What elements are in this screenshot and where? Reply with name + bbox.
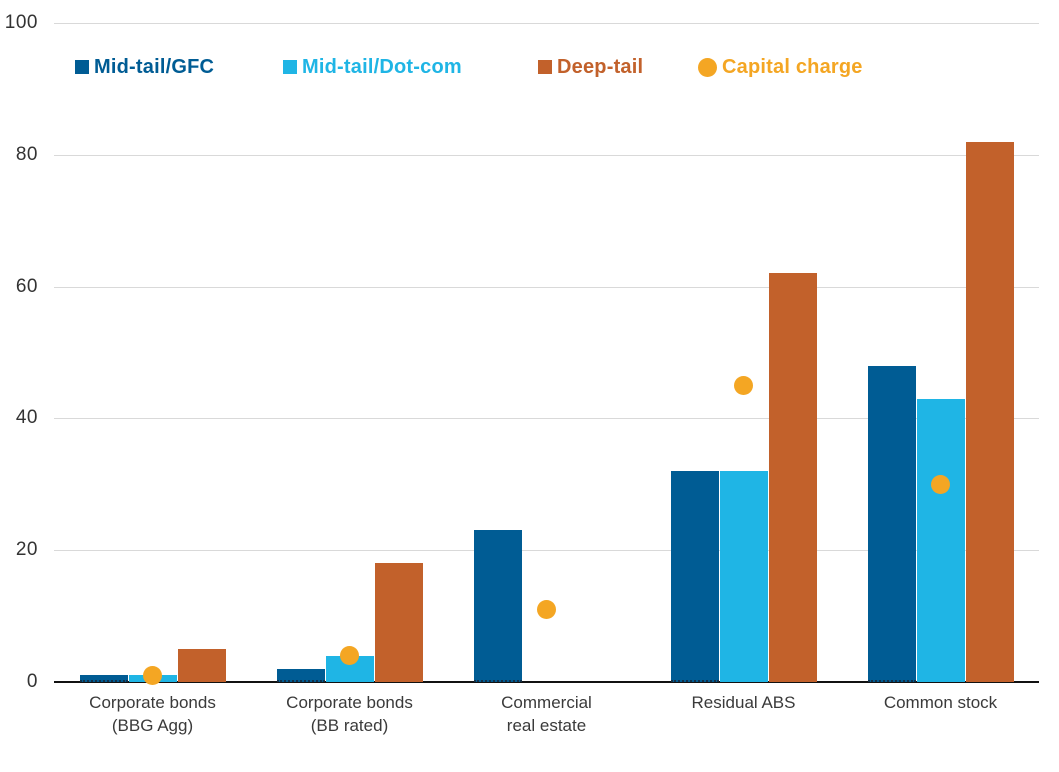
y-axis-tick-label: 80 [15, 143, 38, 165]
legend-item-deep-tail: Deep-tail [538, 55, 643, 79]
capital-charge-dot-commercial [537, 600, 556, 619]
bar-mid-tail-gfc-residual-abs [670, 471, 719, 682]
legend-square-marker-icon [538, 60, 552, 74]
legend-square-marker-icon [75, 60, 89, 74]
bar-mid-tail-gfc-commercial [473, 530, 522, 682]
bar-mid-tail-gfc-corporate-bonds [79, 675, 128, 682]
gridline-20 [54, 550, 1039, 552]
legend-item-mid-tail-gfc: Mid-tail/GFC [75, 55, 214, 79]
legend-circle-marker-icon [698, 57, 717, 77]
bar-deep-tail-corporate-bonds [177, 649, 226, 682]
x-axis-category-label: Common stock [883, 693, 998, 712]
legend-label: Capital charge [722, 55, 863, 78]
legend-label: Mid-tail/Dot-com [302, 55, 462, 78]
y-axis-tick-label: 20 [15, 539, 38, 561]
legend-item-mid-tail-dot-com: Mid-tail/Dot-com [283, 55, 462, 79]
legend-item-capital-charge: Capital charge [698, 55, 863, 79]
y-axis-tick-label: 40 [15, 407, 38, 429]
legend-label: Mid-tail/GFC [94, 55, 215, 78]
gridline-100 [54, 23, 1039, 24]
capital-charge-dot-common-stock [931, 474, 950, 494]
bar-deep-tail-common-stock [965, 141, 1014, 682]
gridline-40 [54, 418, 1039, 420]
x-axis-category-label: Commercial real estate [501, 693, 592, 735]
bar-deep-tail-corporate-bonds [374, 563, 423, 682]
legend-square-marker-icon [283, 60, 297, 74]
capital-charge-dot-corporate-bonds [143, 665, 162, 685]
bar-mid-tail-gfc-corporate-bonds [276, 668, 325, 682]
x-axis-category-label: Corporate bonds (BBG Agg) [89, 693, 216, 735]
gridline-60 [54, 286, 1039, 288]
x-axis-baseline [54, 681, 1039, 683]
bar-mid-tail-dot-com-residual-abs [719, 471, 768, 682]
y-axis-tick-label: 0 [26, 671, 38, 692]
gridline-80 [54, 154, 1039, 156]
capital-charge-dot-residual-abs [734, 375, 753, 395]
legend-label: Deep-tail [557, 55, 644, 78]
y-axis-tick-label: 60 [15, 275, 38, 297]
x-axis-category-label: Residual ABS [691, 693, 796, 712]
capital-charge-dot-corporate-bonds [340, 646, 359, 666]
x-axis-category-label: Corporate bonds (BB rated) [286, 693, 413, 735]
bar-mid-tail-dot-com-common-stock [916, 398, 965, 682]
bar-deep-tail-residual-abs [768, 273, 817, 682]
y-axis-tick-label: 100 [4, 12, 38, 33]
bar-mid-tail-gfc-common-stock [867, 365, 916, 682]
